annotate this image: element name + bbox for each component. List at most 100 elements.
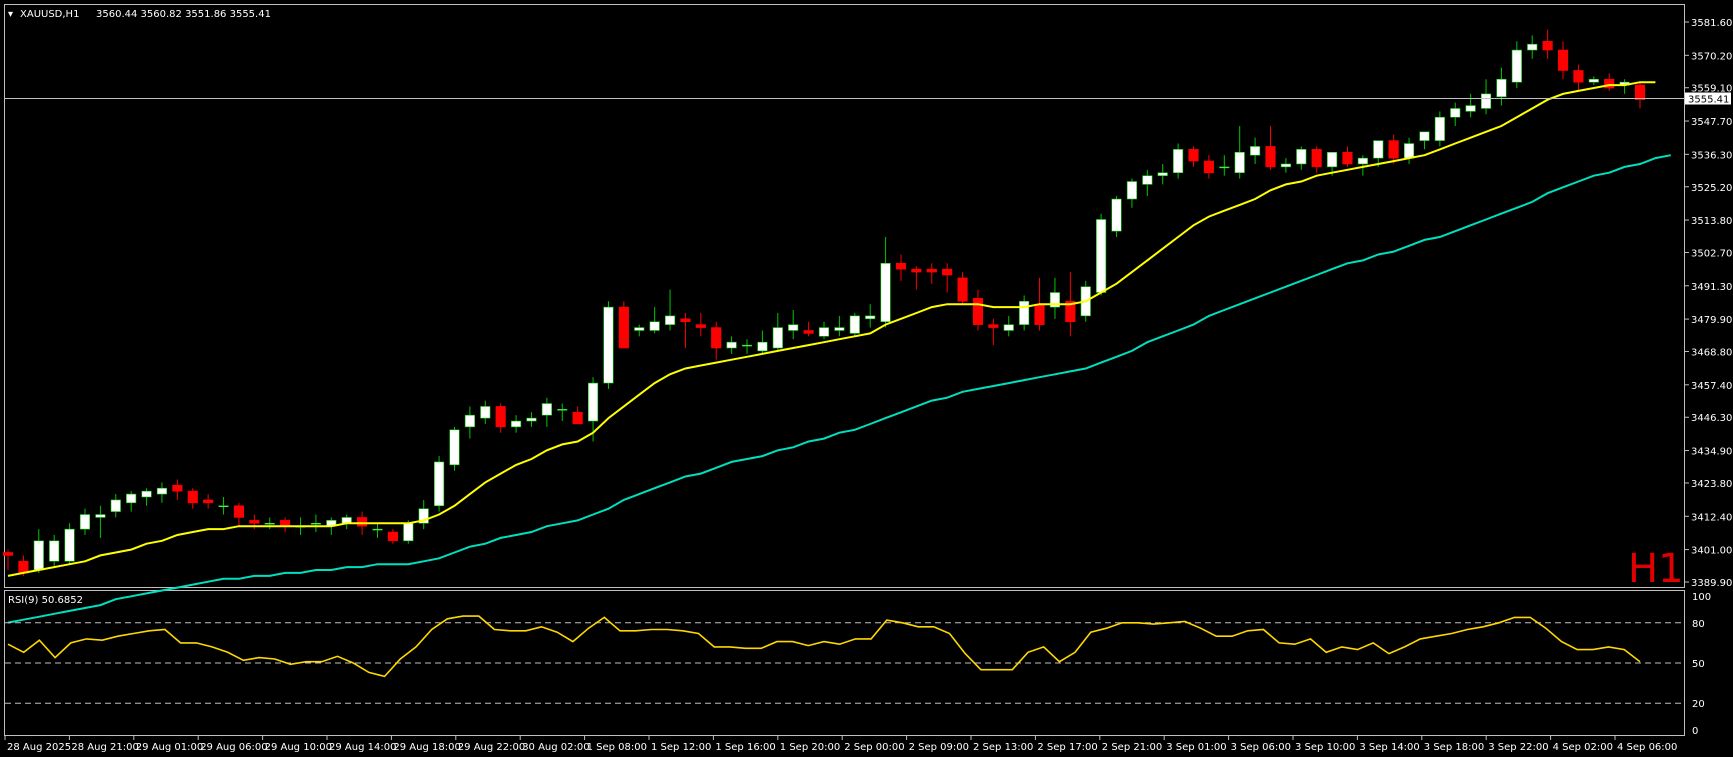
candle-bull (511, 420, 522, 428)
time-tick-label: 2 Sep 00:00 (844, 742, 904, 753)
candle-bear (957, 277, 968, 302)
time-tick-label: 3 Sep 14:00 (1359, 742, 1419, 753)
candle-bear (942, 268, 953, 276)
main-plot-frame (4, 4, 1685, 588)
candle-bear (495, 406, 506, 428)
rsi-panel: 100 80 50 20 0 (5, 592, 1711, 737)
candle-bull (141, 490, 152, 498)
time-tick-label: 29 Aug 22:00 (458, 742, 525, 753)
candle-bull (434, 461, 445, 507)
price-tick-label: 3446.30 (1691, 413, 1732, 424)
candle-bear (926, 268, 937, 273)
candle-bear (1311, 149, 1322, 168)
candle-bull (372, 528, 383, 531)
candle-bull (649, 321, 660, 331)
candle-bear (911, 268, 922, 273)
candle-bull (1049, 292, 1061, 308)
candle-bear (680, 318, 691, 323)
candle-bull (79, 514, 91, 530)
candle-bull (110, 499, 121, 512)
symbol-timeframe: XAUUSD,H1 (20, 9, 79, 20)
candle-bull (1234, 151, 1245, 174)
header-menu-arrow-icon[interactable]: ▾ (8, 9, 13, 20)
time-tick-label: 3 Sep 06:00 (1231, 742, 1291, 753)
candle-bull (1373, 140, 1384, 159)
moving-averages (7, 81, 1671, 624)
price-tick-label: 3559.10 (1691, 84, 1732, 95)
candle-bear (988, 324, 999, 328)
candle-bull (1126, 181, 1137, 200)
candle-bull (1296, 149, 1307, 165)
time-tick-label: 1 Sep 16:00 (715, 742, 775, 753)
candle-bull (1157, 172, 1168, 176)
candle-bear (1265, 146, 1276, 168)
candle-bull (1219, 166, 1230, 169)
time-tick-label: 29 Aug 10:00 (265, 742, 332, 753)
candle-bear (1388, 140, 1399, 159)
candle-bull (603, 306, 614, 384)
candle-bear (1034, 303, 1045, 325)
price-tick-label: 3412.40 (1691, 512, 1732, 523)
candle-bull (1480, 93, 1492, 109)
rsi-scale-label: 100 (1692, 592, 1711, 603)
candle-bull (1403, 143, 1415, 159)
price-tick-label: 3581.60 (1691, 18, 1732, 29)
time-tick-label: 3 Sep 01:00 (1166, 742, 1226, 753)
rsi-scale-label: 50 (1692, 659, 1705, 670)
candle-bull (449, 429, 460, 466)
time-tick-label: 1 Sep 20:00 (780, 742, 840, 753)
candle-bull (1419, 131, 1430, 141)
candle-bull (1280, 163, 1291, 168)
candle-bull (33, 540, 44, 571)
ma-fast-line (7, 81, 1656, 577)
time-tick-label: 3 Sep 10:00 (1295, 742, 1355, 753)
candle-bull (1327, 151, 1338, 168)
current-price-line: 3555.41 (5, 92, 1731, 106)
candle-bull (1511, 49, 1522, 83)
price-tick-label: 3536.30 (1691, 150, 1732, 161)
current-price-tag (1685, 92, 1731, 105)
candle-bull (849, 315, 860, 334)
candle-bull (1111, 198, 1122, 232)
candle-bull (757, 341, 768, 352)
candle-bull (1527, 43, 1538, 51)
candle-bear (1557, 49, 1569, 71)
candle-bull (1003, 324, 1014, 331)
candle-bull (526, 417, 537, 422)
candle-bull (156, 487, 168, 495)
time-tick-label: 2 Sep 13:00 (973, 742, 1033, 753)
price-tick-label: 3502.70 (1691, 248, 1732, 259)
price-tick-label: 3479.90 (1691, 315, 1732, 326)
candle-bull (1096, 219, 1107, 293)
candle-bull (418, 508, 429, 524)
candle-bear (1203, 160, 1214, 174)
time-tick-label: 29 Aug 18:00 (393, 742, 460, 753)
candle-bull (834, 327, 845, 331)
price-axis: 3581.60 3570.20 3559.10 3547.70 3536.30 3525.… (1684, 18, 1732, 589)
candle-bull (95, 514, 106, 518)
candle-bull (1357, 157, 1368, 165)
candle-bull (587, 382, 599, 422)
time-tick-label: 2 Sep 09:00 (909, 742, 969, 753)
candle-bear (1634, 84, 1646, 101)
candle-bull (1250, 146, 1261, 156)
time-tick-label: 29 Aug 06:00 (200, 742, 267, 753)
price-tick-label: 3401.00 (1691, 546, 1732, 557)
candle-bear (18, 560, 29, 574)
candle-bull (788, 324, 799, 331)
price-tick-label: 3491.30 (1691, 282, 1732, 293)
rsi-scale-label: 80 (1692, 619, 1705, 630)
time-tick-label: 29 Aug 01:00 (136, 742, 203, 753)
candle-bull (464, 414, 475, 428)
candles (2, 29, 1646, 576)
candle-bear (1342, 151, 1353, 165)
candle-bull (1173, 149, 1184, 174)
price-tick-label: 3457.40 (1691, 381, 1732, 392)
candle-bull (865, 315, 876, 320)
candle-bull (49, 540, 60, 562)
candle-bull (264, 522, 275, 525)
price-tick-label: 3389.90 (1691, 578, 1732, 589)
